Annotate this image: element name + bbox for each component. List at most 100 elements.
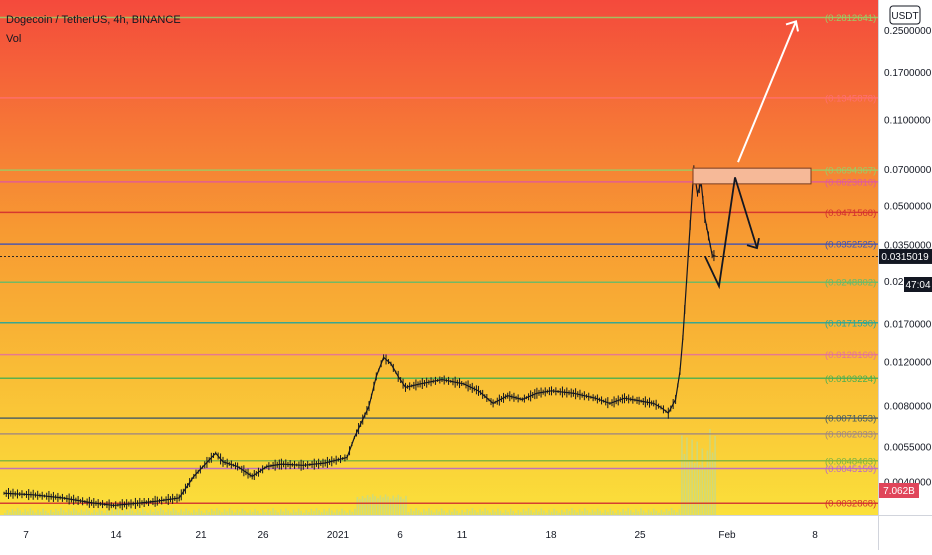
volume-bar <box>85 508 88 515</box>
volume-bar <box>67 509 70 515</box>
fib-level-label-12: (0.0062033) <box>825 429 876 440</box>
volume-bar <box>231 510 233 515</box>
volume-bar <box>425 511 428 515</box>
volume-bar <box>108 512 111 515</box>
price-axis-tick-5: 0.0350000 <box>884 240 932 251</box>
volume-bar <box>147 512 149 515</box>
volume-bar <box>645 512 647 515</box>
volume-bar <box>675 512 678 515</box>
volume-bar <box>517 510 520 515</box>
fib-level-label-9: (0.0128160) <box>825 350 876 361</box>
volume-bar <box>670 508 673 515</box>
volume-bar <box>274 510 277 515</box>
volume-bar <box>377 498 379 515</box>
volume-bar <box>157 511 159 515</box>
volume-bar <box>256 510 259 515</box>
fib-level-label-11: (0.0071653) <box>825 414 876 425</box>
volume-bar <box>614 512 617 515</box>
volume-bar <box>320 512 323 515</box>
time-axis-tick-4: 2021 <box>327 530 350 541</box>
projection-zigzag-arrowhead <box>746 237 760 250</box>
volume-bar <box>453 508 456 515</box>
volume-bar <box>93 509 96 515</box>
volume-bar <box>98 508 101 515</box>
volume-bar <box>106 510 108 515</box>
volume-bar <box>131 510 134 515</box>
price-axis-tick-3: 0.0700000 <box>884 165 932 176</box>
volume-bar <box>627 508 630 515</box>
fib-level-label-7: (0.0248802) <box>825 278 876 289</box>
volume-bar <box>101 510 103 515</box>
volume-bar <box>336 509 338 515</box>
volume-bar <box>652 508 655 515</box>
volume-bar <box>26 511 29 515</box>
volume-bar <box>57 511 60 515</box>
volume-bar <box>285 508 287 515</box>
volume-bar <box>200 510 203 515</box>
time-axis-tick-6: 11 <box>457 530 468 541</box>
volume-bar <box>205 509 208 515</box>
volume-bar <box>622 509 624 515</box>
fib-level-label-4: (0.0623810) <box>825 177 876 188</box>
price-axis-tick-11: 0.0040000 <box>884 477 932 488</box>
volume-bar <box>34 512 37 515</box>
volume-value: 7.062B <box>883 486 915 497</box>
volume-bar <box>435 509 438 515</box>
volume-bar <box>619 512 622 515</box>
volume-bar <box>688 461 691 515</box>
volume-bar <box>338 511 341 515</box>
volume-bar <box>502 512 504 515</box>
volume-bar <box>581 511 584 515</box>
volume-bar <box>417 510 420 515</box>
volume-bar <box>494 511 497 515</box>
volume-bar <box>259 513 262 515</box>
volume-bar <box>440 508 443 515</box>
fib-level-label-13: (0.0048463) <box>825 456 876 467</box>
volume-bar <box>154 508 157 515</box>
volume-bar <box>226 511 228 515</box>
volume-bar <box>356 496 359 515</box>
volume-bar <box>292 509 295 515</box>
drawing-annotations <box>692 20 812 290</box>
volume-bar <box>642 510 645 515</box>
volume-bar <box>369 497 371 515</box>
volume-bar <box>262 510 264 515</box>
volume-badge: 7.062B <box>879 483 919 498</box>
volume-bar <box>486 510 489 515</box>
volume-bar <box>366 495 369 515</box>
volume-bar <box>537 511 540 515</box>
volume-bar <box>492 509 494 515</box>
volume-bar <box>346 512 348 515</box>
volume-bar <box>164 512 167 515</box>
volume-bar <box>507 511 509 515</box>
volume-bar <box>361 496 364 515</box>
volume-bar <box>136 509 139 515</box>
volume-bar <box>596 508 599 515</box>
currency-badge[interactable]: USDT <box>889 5 921 25</box>
volume-bar <box>172 508 175 515</box>
volume-bar <box>272 508 274 515</box>
volume-bar <box>318 510 320 515</box>
volume-bar <box>553 508 555 515</box>
volume-bar <box>658 512 660 515</box>
volume-bar <box>711 452 714 515</box>
volume-bar <box>300 510 302 515</box>
volume-bar <box>379 495 382 515</box>
volume-indicator-label[interactable]: Vol <box>6 33 21 45</box>
volume-bar <box>254 508 256 515</box>
volume-bar <box>558 512 561 515</box>
volume-bar <box>19 510 21 515</box>
time-axis[interactable]: 7 14 21 26 2021 6 11 18 25 Feb 8 <box>23 530 818 541</box>
volume-bar <box>594 511 596 515</box>
volume-bar <box>354 508 356 515</box>
volume-bar <box>193 509 195 515</box>
volume-bar <box>195 511 198 515</box>
volume-bar <box>599 510 601 515</box>
current-price-value: 0.0315019 <box>881 252 929 263</box>
volume-bar <box>456 510 458 515</box>
volume-bar <box>484 508 486 515</box>
fib-level-label-2: (0.1345878) <box>825 93 876 104</box>
volume-bar <box>499 510 502 515</box>
